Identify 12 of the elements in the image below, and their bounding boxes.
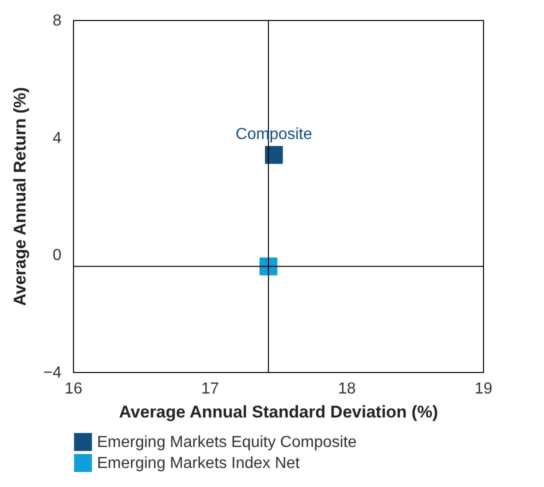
y-tick-label: 8 [52,12,62,30]
x-axis-title: Average Annual Standard Deviation (%) [119,402,438,422]
x-tick-label: 17 [201,380,220,398]
y-axis-title: Average Annual Return (%) [10,87,30,306]
y-tick-label: −4 [43,364,62,382]
x-tick-label: 19 [474,380,492,398]
legend-label: Emerging Markets Equity Composite [97,434,357,451]
x-tick-label: 18 [338,380,356,398]
legend-label: Emerging Markets Index Net [97,455,300,472]
x-tick-label: 16 [64,380,82,398]
y-tick-label: 0 [52,247,62,264]
y-tick-label: 4 [52,130,62,147]
